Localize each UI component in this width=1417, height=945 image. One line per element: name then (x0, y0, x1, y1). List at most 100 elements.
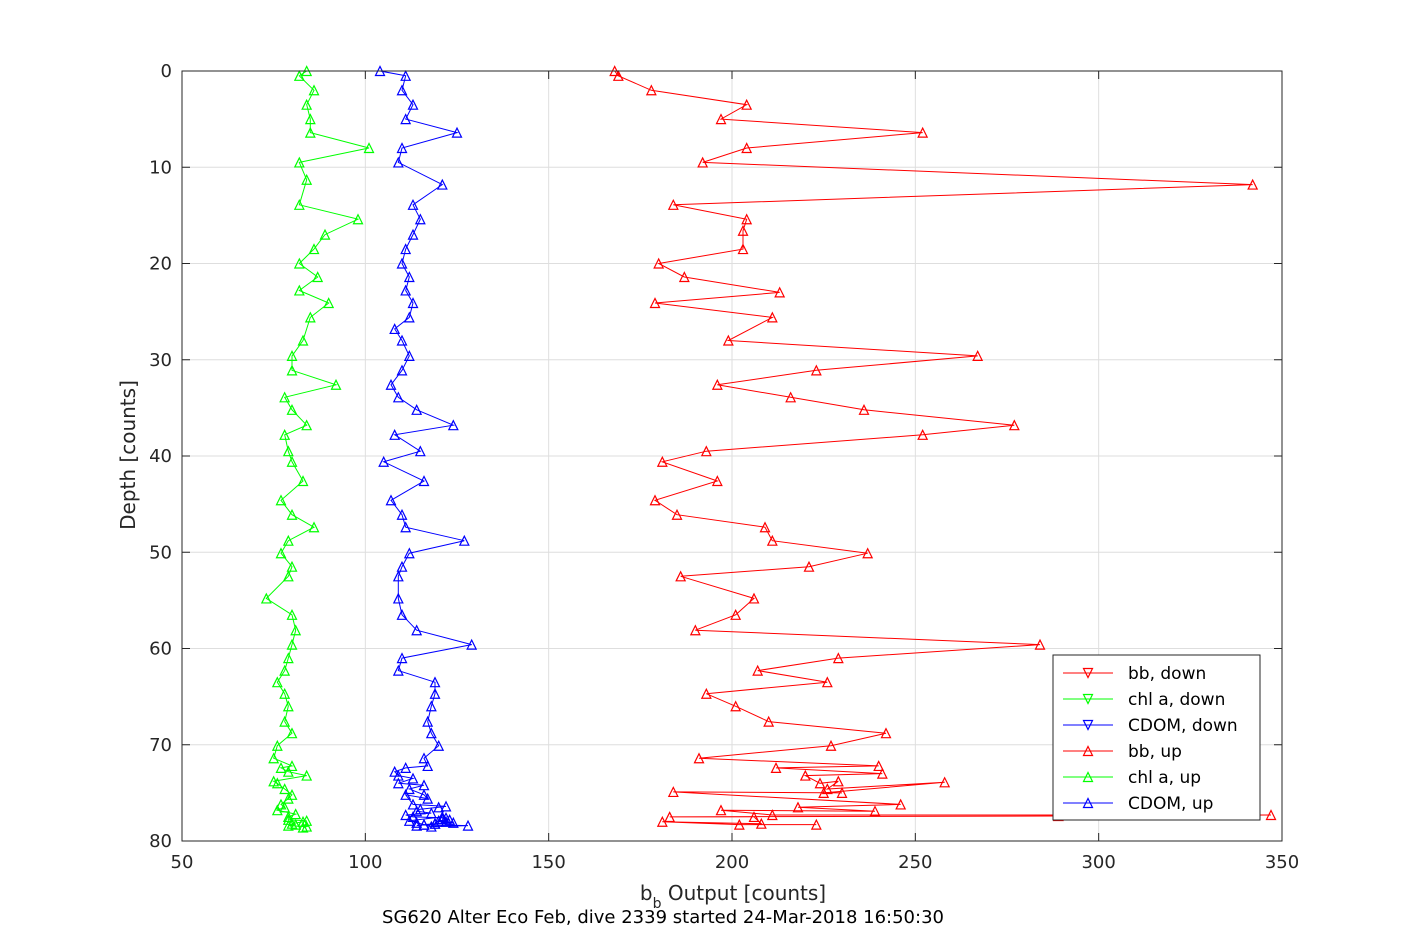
data-point (722, 334, 734, 346)
data-point (873, 760, 885, 772)
data-point (411, 819, 423, 831)
legend-label: chl a, up (1128, 768, 1201, 788)
data-point (392, 777, 404, 789)
data-point (286, 638, 298, 650)
legend-marker (1082, 745, 1094, 757)
data-point (396, 257, 408, 269)
data-point (766, 534, 778, 546)
y-tick-label: 60 (149, 639, 172, 660)
data-point (748, 811, 760, 823)
legend-box (1052, 654, 1261, 821)
data-point (286, 560, 298, 572)
data-point (392, 592, 404, 604)
legend-marker (1082, 771, 1094, 783)
data-point (282, 652, 294, 664)
data-point (378, 455, 390, 467)
x-axis-label-subscript: b (653, 896, 662, 912)
data-point (282, 534, 294, 546)
data-point (755, 817, 767, 829)
data-point (407, 798, 419, 810)
x-tick-label: 250 (898, 852, 932, 873)
data-point (385, 494, 397, 506)
data-point (759, 521, 771, 533)
y-tick-label: 50 (149, 542, 172, 563)
data-point (869, 805, 881, 817)
data-point (282, 570, 294, 582)
data-point (730, 700, 742, 712)
data-point (832, 775, 844, 787)
data-point (656, 815, 668, 827)
legend-label: CDOM, up (1128, 794, 1213, 814)
data-point (304, 126, 316, 138)
data-point (396, 84, 408, 96)
data-point (286, 788, 298, 800)
data-point (700, 445, 712, 457)
x-tick-label: 50 (171, 852, 194, 873)
x-tick-label: 300 (1081, 852, 1115, 873)
data-point (972, 350, 984, 361)
data-point (422, 715, 434, 727)
y-tick-label: 70 (149, 735, 172, 756)
data-point (293, 69, 305, 81)
data-point (832, 652, 844, 664)
data-point (279, 664, 291, 676)
legend: bb, down chl a, down CDOM, down bb, up chl a… (1052, 654, 1261, 821)
data-point (400, 113, 412, 125)
legend-label: CDOM, down (1128, 716, 1238, 736)
data-point (282, 765, 294, 777)
data-point (308, 84, 320, 96)
data-point (656, 455, 668, 467)
data-point (876, 767, 888, 779)
data-point (1008, 419, 1020, 431)
data-point (297, 475, 309, 487)
data-point (451, 126, 463, 138)
data-point (667, 786, 679, 798)
data-point (279, 783, 291, 795)
legend-item: chl a, down (1063, 690, 1225, 710)
data-point (1034, 638, 1046, 650)
data-point (447, 816, 459, 828)
data-point (689, 624, 701, 636)
series-line (614, 70, 1272, 826)
data-point (268, 752, 280, 764)
legend-item: CDOM, down (1063, 716, 1238, 736)
data-point (271, 676, 283, 688)
x-tick-label: 200 (715, 852, 749, 873)
data-point (766, 809, 778, 821)
data-point (711, 475, 723, 487)
data-point (653, 257, 665, 269)
y-tick-label: 20 (149, 254, 172, 275)
data-point (403, 547, 415, 559)
data-point (392, 570, 404, 582)
data-point (664, 811, 676, 823)
data-point (304, 311, 316, 323)
data-point (400, 809, 412, 821)
data-point (271, 739, 283, 751)
data-point (414, 213, 426, 225)
data-point (282, 445, 294, 457)
data-point (418, 475, 430, 487)
data-point (286, 350, 298, 361)
y-tick-label: 0 (161, 61, 172, 82)
data-point (825, 739, 837, 751)
data-point (275, 494, 287, 506)
x-axis-label: bb Output [counts] (640, 881, 826, 912)
data-point (667, 198, 679, 210)
data-point (741, 213, 753, 225)
data-point (425, 807, 437, 819)
data-point (282, 700, 294, 712)
data-point (810, 818, 822, 830)
data-point (286, 760, 298, 772)
data-point (389, 428, 401, 440)
data-point (418, 818, 430, 830)
legend-item: bb, up (1063, 742, 1182, 762)
data-point (403, 783, 415, 795)
data-point (440, 800, 452, 812)
data-point (752, 664, 764, 676)
data-point (425, 820, 437, 832)
data-point (396, 142, 408, 154)
data-point (693, 752, 705, 764)
data-point (411, 624, 423, 636)
data-point (290, 818, 302, 830)
series-chl-a-up (260, 65, 375, 833)
